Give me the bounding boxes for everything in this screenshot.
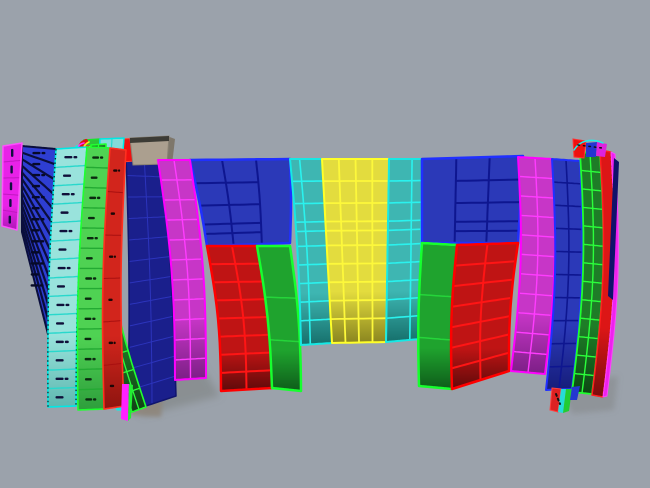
panel-tan-top-edge[interactable] [130,136,169,143]
panel-green-strip-right[interactable] [571,151,605,395]
strip-blue-labeled[interactable] [20,145,57,351]
tab-text-dots[interactable] [555,393,561,405]
panel-magenta-right[interactable] [510,156,556,375]
cap-blue-right[interactable] [586,142,597,157]
panel-blue-right[interactable] [420,154,525,245]
strip-red-left[interactable] [101,147,127,410]
cap-cyan-outline[interactable] [573,139,604,151]
panel-yellow-center[interactable] [321,158,390,344]
panel-blue-left[interactable] [188,157,293,248]
cap-magenta-right[interactable] [596,142,607,157]
panel-back-navy[interactable] [125,153,177,413]
strip-magenta-far-left[interactable] [1,142,23,231]
tab-cyan-bottom[interactable] [558,389,566,413]
tab-blue-bottom[interactable] [570,386,580,400]
edge-navy-right[interactable] [608,158,619,300]
panel-cyan-center-right[interactable] [385,158,423,343]
panel-green-left[interactable] [255,244,303,393]
panel-magenta-left[interactable] [157,159,207,381]
tab-green-bottom[interactable] [563,389,572,413]
cap-red-right[interactable] [572,138,587,159]
edge-green-left-bottom[interactable] [128,384,133,421]
cap-text-dots[interactable] [577,144,603,149]
panel-red-right[interactable] [449,241,520,391]
strip-cyan-labeled[interactable] [47,146,88,408]
edge-magenta-left-bottom[interactable] [121,384,129,421]
